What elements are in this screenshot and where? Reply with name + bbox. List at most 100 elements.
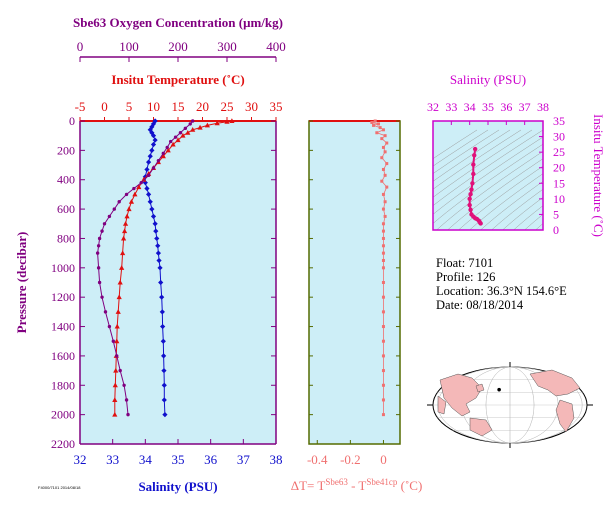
temperature-point — [185, 129, 191, 135]
ts-point — [472, 146, 478, 152]
delta-point — [381, 207, 385, 211]
delta-point — [378, 126, 382, 130]
ts-salinity-tick-label: 38 — [537, 100, 549, 114]
density-contour — [447, 158, 543, 230]
oxygen-point — [122, 383, 126, 387]
float-info: Float: 7101 Profile: 126 Location: 36.3°… — [436, 256, 567, 312]
ts-temperature-tick-label: 20 — [553, 161, 565, 175]
delta-point — [381, 413, 385, 417]
salinity-point — [153, 228, 159, 234]
ts-point — [471, 171, 476, 177]
salinity-point — [147, 153, 153, 159]
temperature-point — [197, 124, 203, 130]
ts-contours — [433, 129, 543, 230]
world-map-globe — [427, 362, 593, 448]
oxygen-point — [97, 236, 102, 241]
temperature-point — [116, 294, 122, 300]
delta-point — [381, 354, 385, 358]
oxygen-point — [102, 222, 107, 226]
temperature-tick-label: 20 — [196, 99, 209, 114]
salinity-point — [159, 309, 165, 315]
pressure-tick-label: 200 — [57, 143, 75, 157]
oxygen-point — [118, 368, 122, 373]
temperature-tick-label: -5 — [75, 99, 86, 114]
temperature-point — [120, 250, 126, 256]
delta-point — [381, 266, 385, 270]
density-contour — [491, 188, 543, 230]
salinity-point — [150, 141, 157, 148]
delta-tick-label: -0.4 — [307, 452, 328, 467]
density-contour — [433, 129, 533, 198]
salinity-point — [149, 147, 155, 153]
oxygen-point — [100, 229, 104, 233]
salinity-point — [155, 243, 161, 249]
delta-point — [375, 131, 379, 135]
pressure-tick-label: 1000 — [51, 261, 75, 275]
ts-point — [470, 181, 475, 186]
density-contour — [433, 129, 478, 159]
delta-point — [376, 122, 380, 126]
delta-point — [381, 310, 385, 314]
salinity-point — [161, 382, 167, 388]
plot-background — [433, 121, 543, 230]
ts-point — [468, 207, 473, 212]
delta-point — [381, 222, 385, 226]
temperature-point — [141, 176, 147, 182]
salinity-point — [152, 137, 158, 143]
temperature-point — [170, 141, 176, 147]
salinity-axis-label: Salinity (PSU) — [138, 479, 217, 494]
salinity-point — [155, 250, 161, 256]
ts-temperature-tick-label: 5 — [553, 207, 559, 221]
delta-t-panel: -0.4 -0.2 0 ΔT= TSbe63 - TSbe41cp (˚C) — [291, 119, 422, 493]
pressure-tick-label: 1400 — [51, 320, 75, 334]
salinity-point — [159, 294, 165, 300]
float-number: Float: 7101 — [436, 256, 494, 270]
salinity-tick-label: 38 — [270, 452, 283, 467]
delta-point — [381, 145, 385, 149]
salinity-point — [158, 279, 164, 286]
salinity-point — [150, 213, 157, 220]
oxygen-point — [165, 145, 169, 150]
temperature-tick-label: 25 — [221, 99, 234, 114]
temperature-point — [114, 323, 120, 329]
temperature-tick-label: 10 — [147, 99, 160, 114]
pressure-tick-label: 2000 — [51, 408, 75, 422]
oxygen-point — [107, 324, 112, 329]
temperature-point — [136, 184, 142, 190]
temperature-point — [165, 147, 171, 153]
temperature-axis-label: Insitu Temperature (˚C) — [111, 72, 244, 87]
salinity-tick-label: 36 — [204, 452, 218, 467]
delta-point — [381, 167, 385, 171]
ts-point — [471, 162, 476, 167]
oxygen-point — [146, 173, 151, 178]
delta-point — [381, 229, 385, 233]
temperature-point — [114, 338, 120, 344]
delta-point — [385, 162, 389, 166]
oxygen-point — [95, 251, 100, 255]
temperature-point — [112, 411, 118, 417]
temperature-point — [124, 213, 130, 219]
salinity-tick-label: 35 — [172, 452, 185, 467]
delta-point — [381, 295, 385, 299]
salinity-point — [147, 199, 153, 205]
delta-point — [381, 258, 385, 262]
oxygen-point — [156, 158, 161, 163]
density-contour — [480, 181, 543, 230]
salinity-tick-label: 34 — [139, 452, 153, 467]
oxygen-point — [178, 131, 183, 135]
oxygen-point — [126, 412, 130, 417]
pressure-tick-label: 1800 — [51, 378, 75, 392]
oxygen-point — [173, 135, 178, 139]
ts-temperature-tick-label: 35 — [553, 114, 565, 128]
pressure-tick-label: 1600 — [51, 349, 75, 363]
oxygen-tick-label: 200 — [168, 39, 188, 54]
ts-temperature-tick-label: 10 — [553, 192, 565, 206]
salinity-point — [161, 353, 167, 359]
float-location-marker — [497, 387, 501, 392]
temperature-tick-label: 35 — [270, 99, 283, 114]
oxygen-point — [115, 354, 119, 358]
temperature-tick-label: 15 — [172, 99, 185, 114]
ts-temperature-tick-label: 25 — [553, 145, 565, 159]
salinity-point — [160, 338, 166, 344]
